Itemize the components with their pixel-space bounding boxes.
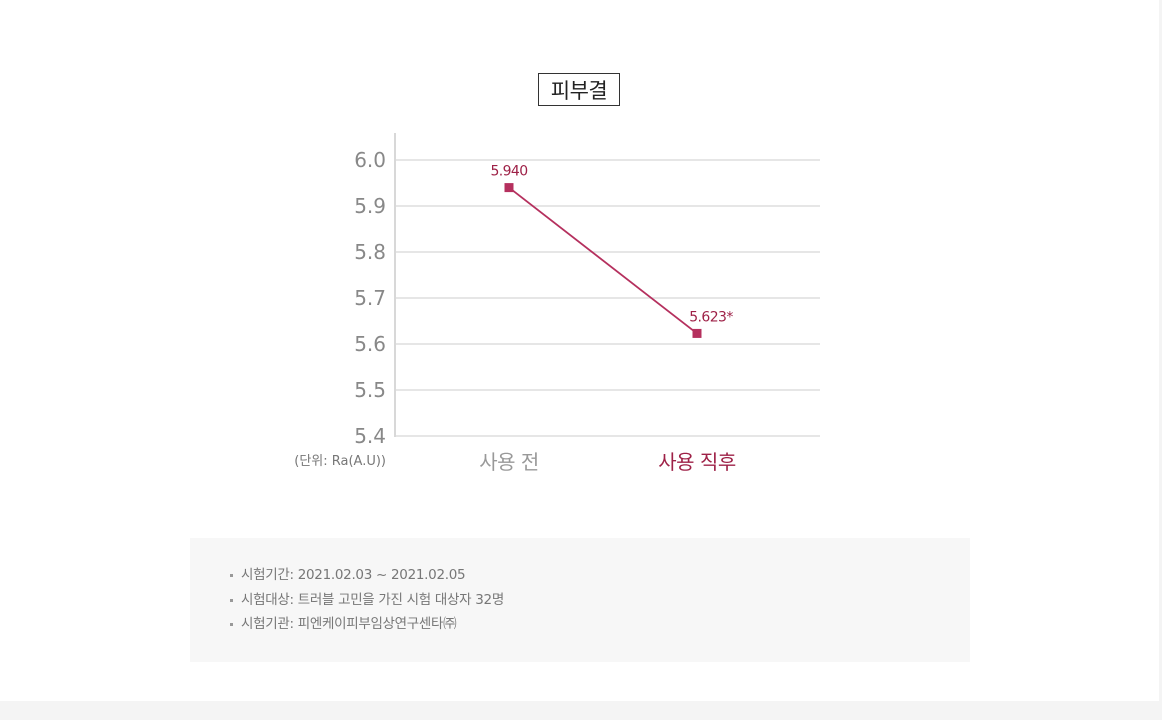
test-institution-text: 시험기관: 피엔케이피부임상연구센타㈜ <box>241 616 457 632</box>
data-point-marker <box>504 183 514 193</box>
x-category-label: 사용 전 <box>479 450 539 474</box>
y-tick-label: 5.8 <box>354 240 386 264</box>
bullet-icon <box>230 598 233 602</box>
x-category-label: 사용 직후 <box>658 450 736 474</box>
test-info-list: 시험기간: 2021.02.03 ~ 2021.02.05 시험대상: 트러블 … <box>230 565 504 639</box>
chart-title: 피부결 <box>538 73 620 106</box>
y-tick-label: 5.9 <box>354 194 386 218</box>
y-tick-label: 6.0 <box>354 148 386 172</box>
series-line <box>508 186 698 335</box>
y-tick-label: 5.4 <box>354 424 386 448</box>
right-edge-divider <box>1159 0 1162 720</box>
test-info-box: 시험기간: 2021.02.03 ~ 2021.02.05 시험대상: 트러블 … <box>190 538 970 662</box>
bullet-icon <box>230 623 233 626</box>
test-subjects-text: 시험대상: 트러블 고민을 가진 시험 대상자 32명 <box>241 591 504 608</box>
bullet-icon <box>230 574 233 577</box>
list-item: 시험기관: 피엔케이피부임상연구센타㈜ <box>230 614 504 639</box>
list-item: 시험기간: 2021.02.03 ~ 2021.02.05 <box>230 565 504 590</box>
unit-label: (단위: Ra(A.U)) <box>294 454 386 469</box>
data-label: 5.940 <box>490 164 527 180</box>
line-chart: 6.0 5.9 5.8 5.7 5.6 5.5 5.4 (단위: Ra(A.U)) 사용 전 사용… <box>294 133 820 474</box>
data-label: 5.623* <box>689 309 733 325</box>
y-tick-label: 5.6 <box>354 332 386 356</box>
footer-band <box>0 701 1162 720</box>
data-point-marker <box>692 328 702 338</box>
y-tick-label: 5.5 <box>354 378 386 402</box>
y-tick-label: 5.7 <box>354 286 386 310</box>
list-item: 시험대상: 트러블 고민을 가진 시험 대상자 32명 <box>230 590 504 615</box>
test-period-text: 시험기간: 2021.02.03 ~ 2021.02.05 <box>241 567 466 583</box>
